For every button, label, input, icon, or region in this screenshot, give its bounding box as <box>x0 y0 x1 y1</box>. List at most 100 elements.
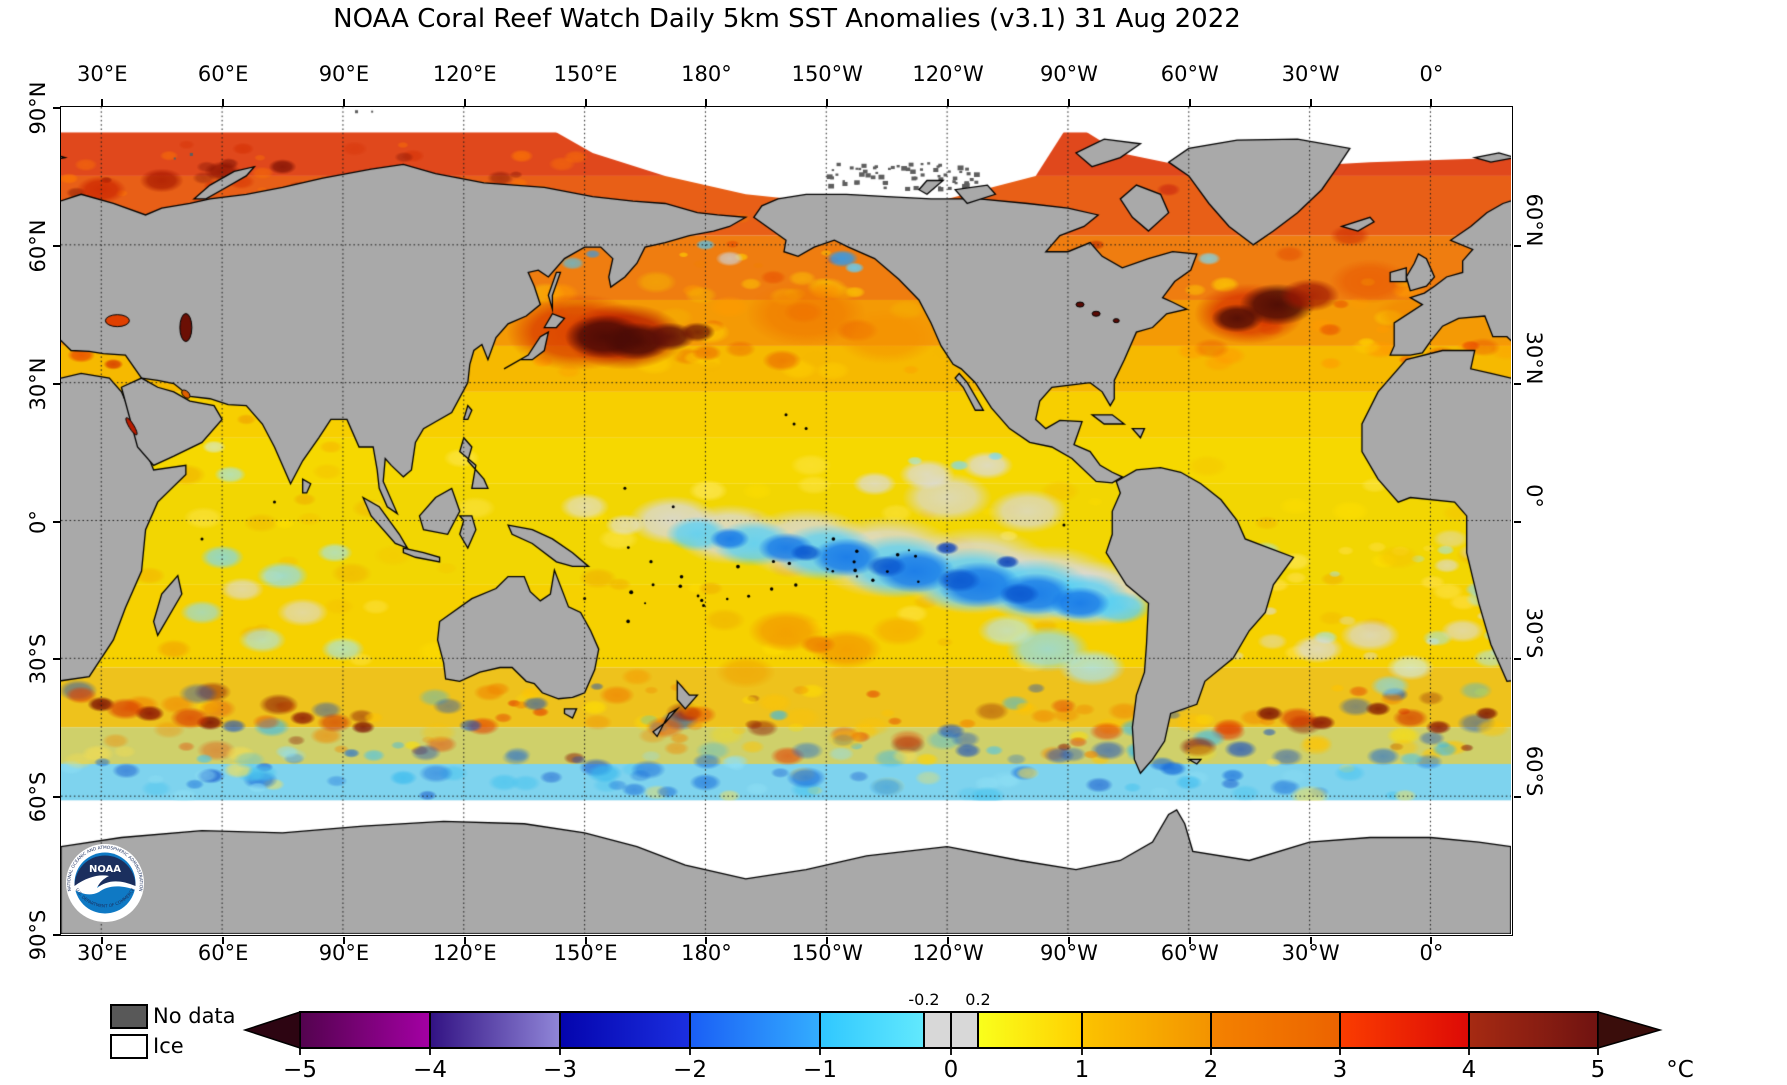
lon-tickmark-bottom <box>584 937 587 944</box>
lon-tickmark-bottom <box>826 937 829 944</box>
lat-tickmark-left <box>53 658 60 661</box>
lon-tick-label-top: 150°E <box>553 62 618 86</box>
lat-tick-label-left: 60°N <box>26 219 50 273</box>
lon-tick-label-bottom: 150°E <box>553 941 618 965</box>
lon-tick-label-top: 120°W <box>912 62 984 86</box>
lat-tickmark-left <box>53 382 60 385</box>
lat-tickmark-left <box>53 520 60 523</box>
colorbar-segment <box>950 1011 979 1049</box>
lon-tick-label-bottom: 120°E <box>432 941 497 965</box>
lon-tickmark-bottom <box>947 937 950 944</box>
lon-tickmark-top <box>584 99 587 106</box>
colorbar-tick-label: 1 <box>1075 1057 1090 1083</box>
lon-tick-label-top: 90°W <box>1039 62 1098 86</box>
lon-tickmark-top <box>1067 99 1070 106</box>
lat-tick-label-right: 30°N <box>1522 331 1546 385</box>
colorbar-units-label: °C <box>1666 1057 1694 1083</box>
lon-tick-label-top: 180° <box>681 62 732 86</box>
world-sst-anomaly-map <box>61 107 1511 934</box>
lon-tickmark-top <box>705 99 708 106</box>
colorbar-tick-label: 4 <box>1462 1057 1477 1083</box>
lon-tickmark-bottom <box>342 937 345 944</box>
lon-tick-label-top: 60°E <box>197 62 249 86</box>
lon-tick-label-bottom: 90°W <box>1039 941 1098 965</box>
lat-tickmark-right <box>1514 244 1521 247</box>
colorbar-segment <box>689 1011 821 1049</box>
lat-tickmark-left <box>53 934 60 936</box>
colorbar-tick-label: −1 <box>803 1057 837 1083</box>
lon-tickmark-top <box>1309 99 1312 106</box>
lon-tick-label-top: 30°W <box>1281 62 1340 86</box>
no-data-swatch <box>110 1003 148 1029</box>
lat-tick-label-left: 30°S <box>26 634 50 685</box>
colorbar-tick-label: 3 <box>1333 1057 1348 1083</box>
lon-tickmark-top <box>342 99 345 106</box>
lon-tickmark-bottom <box>101 937 104 944</box>
colorbar-tick-label: −4 <box>413 1057 447 1083</box>
seagull-icon <box>74 875 136 895</box>
colorbar-segment <box>1468 1011 1599 1049</box>
lat-tickmark-right <box>1514 796 1521 799</box>
lon-tick-label-bottom: 120°W <box>912 941 984 965</box>
lat-tick-label-left: 90°N <box>26 81 50 135</box>
lon-tick-label-top: 30°E <box>77 62 128 86</box>
lon-tickmark-top <box>947 99 950 106</box>
lat-tick-label-left: 90°S <box>26 909 50 961</box>
colorbar-segment <box>429 1011 561 1049</box>
legend-no-data: No data <box>110 1001 236 1031</box>
lat-tick-label-right: 60°S <box>1522 745 1546 797</box>
lon-tick-label-bottom: 0° <box>1419 941 1444 965</box>
colorbar-segment <box>559 1011 691 1049</box>
lon-tick-label-bottom: 90°E <box>318 941 370 965</box>
lat-tick-label-left: 0° <box>26 509 50 534</box>
colorbar-tick-label: 5 <box>1591 1057 1606 1083</box>
colorbar-segment <box>1081 1011 1212 1049</box>
map-legend: No data Ice <box>110 1001 236 1061</box>
colorbar-segment <box>299 1011 431 1049</box>
lon-tick-label-bottom: 30°E <box>77 941 128 965</box>
colorbar-segment <box>1210 1011 1341 1049</box>
lat-tickmark-left <box>53 796 60 799</box>
legend-ice: Ice <box>110 1031 236 1061</box>
colorbar-tick-label: 0 <box>944 1057 959 1083</box>
colorbar-segment <box>977 1011 1083 1049</box>
lat-tick-label-right: 60°N <box>1522 193 1546 247</box>
page-title: NOAA Coral Reef Watch Daily 5km SST Anom… <box>333 4 1241 34</box>
lat-tickmark-right <box>1514 382 1521 385</box>
lat-tickmark-left <box>53 107 60 109</box>
map-frame <box>60 106 1513 936</box>
lon-tick-label-top: 120°E <box>432 62 497 86</box>
lon-tick-label-top: 150°W <box>791 62 863 86</box>
lat-tickmark-right <box>1514 658 1521 661</box>
colorbar-right-arrow <box>1597 1011 1663 1049</box>
no-data-label: No data <box>153 1004 236 1028</box>
noaa-logo: NOAA NATIONAL OCEANIC AND ATMOSPHERIC AD… <box>66 844 144 922</box>
colorbar-segment <box>819 1011 925 1049</box>
lon-tick-label-bottom: 150°W <box>791 941 863 965</box>
lon-tickmark-bottom <box>1430 937 1433 944</box>
colorbar-left-arrow <box>242 1010 301 1050</box>
lon-tick-label-bottom: 60°E <box>197 941 249 965</box>
lon-tick-label-bottom: 180° <box>681 941 732 965</box>
ice-swatch <box>110 1033 148 1059</box>
colorbar-inner-tick-label: -0.2 <box>908 990 939 1009</box>
lat-tick-label-left: 60°S <box>26 771 50 823</box>
lon-tickmark-top <box>826 99 829 106</box>
logo-noaa-text: NOAA <box>89 864 121 875</box>
ice-label: Ice <box>153 1034 184 1058</box>
lat-tick-label-right: 0° <box>1522 483 1546 508</box>
lat-tickmark-left <box>53 244 60 247</box>
lon-tickmark-bottom <box>705 937 708 944</box>
lat-tickmark-right <box>1514 520 1521 523</box>
colorbar-tick-label: 2 <box>1204 1057 1219 1083</box>
colorbar-tick-label: −5 <box>283 1057 317 1083</box>
lon-tickmark-bottom <box>1309 937 1312 944</box>
colorbar-tick-label: −3 <box>543 1057 577 1083</box>
lon-tick-label-bottom: 30°W <box>1281 941 1340 965</box>
lon-tickmark-top <box>1188 99 1191 106</box>
lon-tick-label-top: 60°W <box>1160 62 1219 86</box>
colorbar-segment <box>923 1011 952 1049</box>
colorbar-tick-label: −2 <box>673 1057 707 1083</box>
colorbar-inner-tick-label: 0.2 <box>965 990 990 1009</box>
